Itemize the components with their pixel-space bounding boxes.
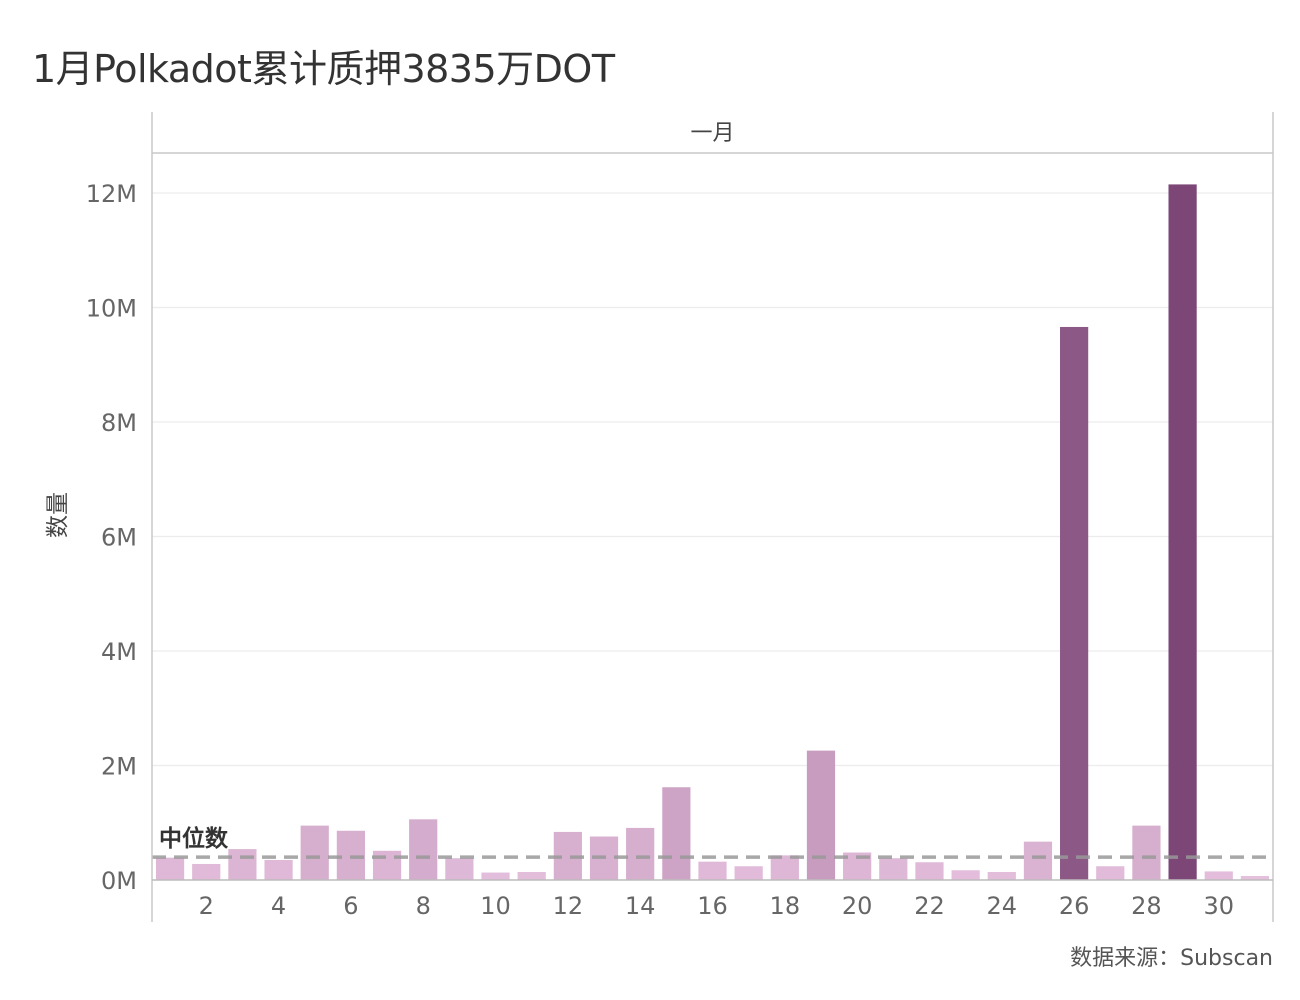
x-tick-label: 10 [480, 892, 511, 920]
y-tick-label: 8M [101, 409, 137, 437]
bar-day-19 [806, 750, 836, 880]
x-tick-label: 28 [1131, 892, 1162, 920]
bar-day-1 [155, 857, 185, 880]
y-tick-label: 2M [101, 753, 137, 781]
x-tick-label: 2 [199, 892, 214, 920]
bar-day-15 [662, 787, 691, 880]
bar-day-25 [1023, 841, 1053, 880]
median-label: 中位数 [159, 825, 229, 852]
x-tick-label: 8 [416, 892, 431, 920]
bar-day-31 [1240, 875, 1270, 880]
bar-day-27 [1096, 866, 1125, 880]
x-tick-label: 22 [914, 892, 945, 920]
bar-day-28 [1132, 825, 1161, 880]
bar-day-29 [1168, 184, 1197, 881]
x-tick-label: 14 [625, 892, 656, 920]
bar-day-21 [879, 858, 908, 880]
bar-day-30 [1204, 871, 1233, 880]
y-tick-label: 10M [86, 295, 137, 323]
bar-day-3 [228, 849, 257, 880]
y-tick-label: 6M [101, 524, 137, 552]
bar-day-10 [481, 872, 510, 880]
median-reference: 中位数 [152, 825, 1273, 859]
data-source: 数据来源：Subscan [1070, 946, 1273, 971]
bar-day-16 [698, 861, 727, 880]
x-tick-label: 26 [1059, 892, 1090, 920]
bar-day-5 [300, 825, 329, 880]
bar-day-14 [626, 827, 655, 880]
panel-header-label: 一月 [690, 121, 734, 146]
bar-day-23 [951, 870, 980, 880]
chart-title: 1月Polkadot累计质押3835万DOT [32, 47, 615, 91]
bars [155, 184, 1270, 881]
bar-day-2 [192, 863, 221, 880]
y-axis-title: 数量 [45, 492, 71, 538]
bar-day-8 [409, 819, 438, 880]
y-tick-label: 0M [101, 867, 137, 895]
bar-day-18 [770, 855, 799, 880]
y-tick-label: 12M [86, 180, 137, 208]
x-tick-label: 12 [553, 892, 584, 920]
x-tick-label: 20 [842, 892, 873, 920]
x-tick-label: 30 [1203, 892, 1234, 920]
x-tick-label: 6 [343, 892, 358, 920]
gridlines [152, 192, 1273, 767]
bar-day-17 [734, 866, 763, 880]
bar-day-11 [517, 871, 546, 880]
chart-frame [151, 112, 1274, 922]
x-tick-label: 18 [770, 892, 801, 920]
bar-day-9 [445, 858, 474, 880]
x-tick-label: 4 [271, 892, 286, 920]
bar-day-7 [372, 850, 402, 880]
bar-day-24 [987, 871, 1016, 880]
bar-day-22 [915, 862, 944, 880]
x-tick-label: 24 [987, 892, 1018, 920]
y-tick-label: 4M [101, 638, 137, 666]
x-tick-label: 16 [697, 892, 728, 920]
bar-day-4 [264, 859, 293, 880]
bar-day-26 [1060, 326, 1089, 881]
